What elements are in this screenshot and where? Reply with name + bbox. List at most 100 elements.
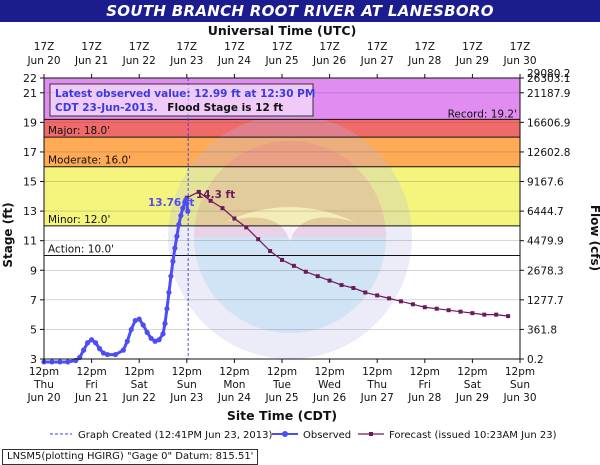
gage-datum-footer: LNSM5(plotting HGIRG) "Gage 0" Datum: 81…: [2, 449, 259, 465]
x-tick-label-0-1: Thu: [33, 379, 54, 391]
top-tick-label-8-1: Jun 28: [407, 55, 441, 67]
observed-point-32: [176, 221, 182, 228]
top-tick-label-2-0: 17Z: [129, 41, 150, 53]
x-tick-label-6-1: Wed: [318, 379, 341, 391]
forecast-point-24: [470, 311, 475, 316]
noaa-watermark: [168, 115, 412, 359]
noaa-seal-upper: [194, 141, 386, 333]
legend-observed-label: Observed: [303, 430, 351, 441]
chart-svg: Record: 19.2' Major: 18.0' Moderate: 16.0'…: [1, 23, 600, 441]
observed-point-2: [57, 359, 63, 365]
x-tick-label-4-2: Jun 24: [217, 392, 251, 404]
forecast-point-9: [291, 263, 296, 268]
observed-point-12: [104, 351, 111, 358]
flow-tick-label-6: 9167.6: [527, 177, 564, 189]
band-moderate: [44, 137, 520, 167]
forecast-point-23: [458, 309, 463, 314]
observed-point-34: [180, 205, 186, 211]
flood-stage-text: Flood Stage is 12 ft: [167, 102, 283, 114]
top-tick-label-0-1: Jun 20: [26, 55, 60, 67]
title-bar: SOUTH BRANCH ROOT RIVER AT LANESBORO: [0, 0, 600, 22]
x-tick-label-0-2: Jun 20: [26, 392, 60, 404]
flow-tick-label-0: 0.2: [527, 354, 544, 366]
observed-point-8: [89, 337, 95, 343]
x-tick-label-4-0: 12pm: [219, 366, 249, 378]
y-tick-label-3: 9: [30, 264, 37, 277]
forecast-point-27: [506, 314, 511, 319]
latest-value-date: CDT 23-Jun-2013.: [55, 102, 158, 114]
forecast-point-13: [339, 283, 344, 288]
observed-point-30: [172, 245, 178, 251]
latest-value-box: [49, 83, 314, 117]
flow-tick-label-8: 16606.9: [527, 117, 570, 129]
x-tick-label-9-2: Jun 29: [455, 392, 489, 404]
stage-band-labels: Record: 19.2' Major: 18.0' Moderate: 16.0'…: [48, 108, 517, 255]
forecast-point-14: [351, 286, 356, 291]
observed-point-13: [112, 351, 118, 358]
x-tick-label-3-1: Sun: [177, 379, 197, 391]
y-tick-label-7: 17: [23, 146, 37, 159]
top-tick-label-9-0: 17Z: [462, 41, 483, 53]
observed-point-9: [92, 340, 99, 346]
flow-tick-label-7: 12602.8: [527, 147, 570, 159]
flow-tick-label-top: 29080.2: [527, 68, 570, 80]
x-tick-label-5-0: 12pm: [267, 366, 297, 378]
forecast-point-11: [315, 274, 320, 279]
observed-point-33: [178, 212, 184, 219]
y-tick-label-4: 11: [23, 235, 37, 248]
forecast-point-1: [196, 189, 201, 194]
top-tick-label-6-0: 17Z: [319, 41, 340, 53]
x-tick-label-2-2: Jun 22: [122, 392, 156, 404]
x-tick-label-2-1: Sat: [131, 379, 148, 391]
band-label-major: Major: 18.0': [48, 125, 110, 137]
observed-point-10: [96, 346, 103, 352]
top-axis-title: Universal Time (UTC): [208, 23, 357, 38]
x-tick-label-10-1: Sun: [510, 379, 530, 391]
top-tick-label-2-1: Jun 22: [122, 55, 156, 67]
observed-crest-label: 13.76 ft: [148, 197, 194, 209]
top-tick-label-10-1: Jun 30: [502, 55, 536, 67]
x-tick-label-1-2: Jun 21: [74, 392, 108, 404]
forecast-point-7: [268, 249, 273, 254]
x-tick-label-1-0: 12pm: [76, 366, 106, 378]
observed-point-1: [49, 359, 55, 365]
observed-point-3: [65, 359, 71, 365]
observed-point-31: [174, 233, 180, 239]
top-tick-label-5-1: Jun 25: [264, 55, 298, 67]
noaa-seal-lower: [194, 237, 386, 333]
top-tick-label-5-0: 17Z: [272, 41, 293, 53]
right-axis-title: Flow (cfs): [588, 205, 600, 271]
forecast-point-2: [208, 198, 213, 203]
observed-point-18: [136, 316, 142, 322]
band-label-minor: Minor: 12.0': [48, 214, 110, 226]
top-tick-label-3-0: 17Z: [177, 41, 198, 53]
observed-point-22: [152, 338, 158, 344]
x-tick-label-5-2: Jun 25: [264, 392, 298, 404]
observed-point-11: [100, 350, 107, 356]
bottom-axis-title: Site Time (CDT): [227, 408, 337, 423]
x-tick-label-3-0: 12pm: [172, 366, 202, 378]
forecast-point-22: [446, 308, 451, 313]
left-axis-title: Stage (ft): [1, 202, 15, 267]
observed-point-23: [156, 337, 162, 343]
latest-value-line1: Latest observed value: 12.99 ft at 12:30…: [55, 88, 315, 100]
x-tick-label-9-0: 12pm: [457, 366, 487, 378]
flow-tick-label-9: 21187.9: [527, 88, 570, 100]
forecast-point-5: [244, 225, 249, 230]
top-tick-label-10-0: 17Z: [510, 41, 531, 53]
observed-point-25: [162, 320, 168, 327]
top-tick-label-8-0: 17Z: [415, 41, 436, 53]
x-tick-label-8-2: Jun 28: [407, 392, 441, 404]
x-tick-label-1-1: Fri: [85, 379, 98, 391]
y-tick-label-1: 5: [30, 323, 37, 336]
top-tick-label-0-0: 17Z: [34, 41, 55, 53]
observed-point-14: [120, 347, 126, 353]
top-tick-label-1-1: Jun 21: [74, 55, 108, 67]
forecast-crest-label: 14.3 ft: [196, 189, 235, 201]
legend-forecast-marker: [369, 432, 373, 436]
forecast-line: [186, 191, 509, 317]
y-tick-label-0: 3: [30, 353, 37, 366]
forecast-point-12: [327, 278, 332, 283]
top-tick-label-9-1: Jun 29: [455, 55, 489, 67]
